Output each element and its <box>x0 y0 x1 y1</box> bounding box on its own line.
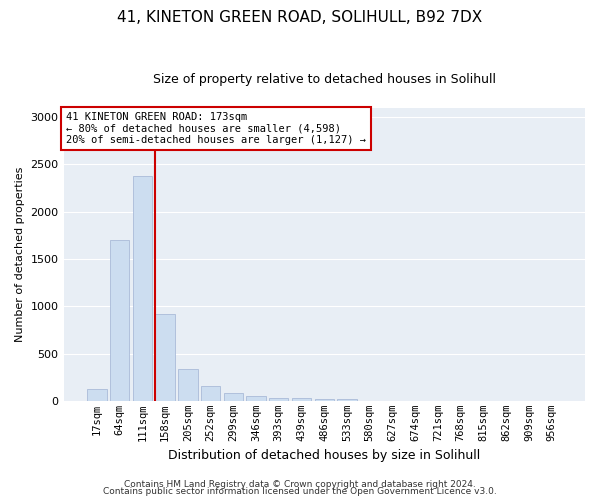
Bar <box>269 398 289 401</box>
Bar <box>201 386 220 401</box>
Bar <box>247 396 266 401</box>
Bar <box>178 368 197 401</box>
Bar <box>337 399 356 401</box>
Bar <box>110 240 130 401</box>
Bar <box>87 388 107 401</box>
Text: 41 KINETON GREEN ROAD: 173sqm
← 80% of detached houses are smaller (4,598)
20% o: 41 KINETON GREEN ROAD: 173sqm ← 80% of d… <box>66 112 366 145</box>
Y-axis label: Number of detached properties: Number of detached properties <box>15 166 25 342</box>
X-axis label: Distribution of detached houses by size in Solihull: Distribution of detached houses by size … <box>168 450 481 462</box>
Bar <box>155 314 175 401</box>
Title: Size of property relative to detached houses in Solihull: Size of property relative to detached ho… <box>153 72 496 86</box>
Text: Contains HM Land Registry data © Crown copyright and database right 2024.: Contains HM Land Registry data © Crown c… <box>124 480 476 489</box>
Bar <box>314 399 334 401</box>
Bar <box>292 398 311 401</box>
Bar <box>133 176 152 401</box>
Text: 41, KINETON GREEN ROAD, SOLIHULL, B92 7DX: 41, KINETON GREEN ROAD, SOLIHULL, B92 7D… <box>118 10 482 25</box>
Text: Contains public sector information licensed under the Open Government Licence v3: Contains public sector information licen… <box>103 487 497 496</box>
Bar <box>224 394 243 401</box>
